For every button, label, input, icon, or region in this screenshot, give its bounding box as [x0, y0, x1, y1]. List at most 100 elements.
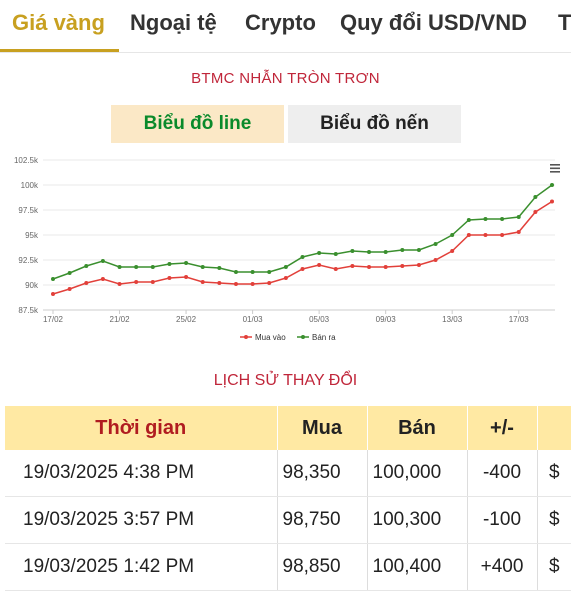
- data-point: [134, 280, 139, 284]
- x-tick-label: 01/03: [243, 315, 264, 324]
- data-point: [516, 230, 521, 234]
- candlestick-chart-button[interactable]: Biểu đồ nến: [288, 105, 461, 143]
- x-tick-label: 17/03: [509, 315, 530, 324]
- data-point: [400, 248, 405, 252]
- cell-buy: 98,750: [277, 496, 368, 544]
- cell-currency: $: [537, 496, 571, 544]
- y-tick-label: 90k: [25, 281, 39, 290]
- chart-legend: Mua vào Bán ra: [240, 333, 336, 342]
- data-point: [350, 264, 355, 268]
- history-table: Thời gian Mua Bán +/- 19/03/2025 4:38 PM…: [5, 406, 571, 591]
- data-point: [150, 280, 155, 284]
- x-tick-label: 09/03: [376, 315, 397, 324]
- cell-time: 19/03/2025 4:38 PM: [5, 450, 278, 497]
- data-point: [200, 280, 205, 284]
- data-point: [300, 255, 305, 259]
- y-tick-label: 87.5k: [18, 306, 39, 315]
- data-point: [184, 275, 189, 279]
- data-point: [167, 262, 172, 266]
- data-point: [483, 217, 488, 221]
- legend-label[interactable]: Mua vào: [255, 333, 286, 342]
- tab-crypto[interactable]: Crypto: [245, 10, 316, 35]
- table-header-row: Thời gian Mua Bán +/-: [5, 406, 571, 450]
- history-title: LỊCH SỬ THAY ĐỔI: [213, 372, 358, 389]
- x-tick-label: 13/03: [442, 315, 463, 324]
- data-point: [383, 265, 388, 269]
- data-point: [51, 292, 55, 296]
- tab-bar: Giá vàng Ngoại tệ Crypto Quy đổi USD/VND…: [0, 0, 571, 53]
- tab-gia-vang[interactable]: Giá vàng: [12, 10, 105, 35]
- data-point: [416, 263, 421, 267]
- data-point: [400, 264, 405, 268]
- price-line-chart: 87.5k 90k 92.5k 95k 97.5k 100k 102.5k 17/02 21/…: [14, 156, 560, 342]
- x-tick-label: 21/02: [110, 315, 131, 324]
- data-point: [283, 276, 288, 280]
- data-point: [533, 210, 538, 214]
- series-line-mua-vao: [52, 200, 553, 295]
- data-point: [250, 270, 255, 274]
- data-point: [550, 183, 554, 187]
- table-row: 19/03/2025 4:38 PM 98,350 100,000 -400 $: [5, 450, 571, 497]
- y-tick-label: 95k: [25, 231, 39, 240]
- cell-currency: $: [537, 543, 571, 591]
- legend-marker: [301, 335, 305, 339]
- legend-marker: [244, 335, 248, 339]
- data-point: [250, 282, 255, 286]
- data-point: [117, 282, 122, 286]
- data-point: [233, 270, 238, 274]
- data-point: [100, 277, 105, 281]
- data-point: [533, 195, 538, 199]
- cell-change: +400: [467, 543, 538, 591]
- data-point: [117, 265, 122, 269]
- table-row: 19/03/2025 1:42 PM 98,850 100,400 +400 $: [5, 543, 571, 591]
- data-point: [333, 267, 338, 271]
- data-point: [51, 277, 55, 281]
- data-point: [466, 233, 471, 237]
- tab-more[interactable]: T: [558, 10, 571, 35]
- data-point: [383, 250, 388, 254]
- legend-label[interactable]: Bán ra: [312, 333, 336, 342]
- data-point: [433, 258, 438, 262]
- data-point: [267, 281, 272, 285]
- data-point: [67, 287, 72, 291]
- cell-time: 19/03/2025 3:57 PM: [5, 496, 278, 544]
- data-point: [500, 233, 505, 237]
- cell-currency: $: [537, 450, 571, 497]
- cell-buy: 98,350: [277, 450, 368, 497]
- data-point: [500, 217, 505, 221]
- cell-buy: 98,850: [277, 543, 368, 591]
- data-point: [466, 218, 471, 222]
- data-point: [134, 265, 139, 269]
- y-tick-label: 102.5k: [14, 156, 39, 165]
- data-point: [516, 215, 521, 219]
- header-change: +/-: [467, 406, 538, 450]
- data-point: [184, 261, 189, 265]
- data-point: [317, 263, 322, 267]
- tab-quy-doi[interactable]: Quy đổi USD/VND: [340, 10, 528, 35]
- y-tick-label: 97.5k: [18, 206, 39, 215]
- cell-time: 19/03/2025 1:42 PM: [5, 543, 278, 591]
- data-point: [433, 242, 438, 246]
- tab-ngoai-te[interactable]: Ngoại tệ: [130, 10, 217, 35]
- data-point: [367, 250, 372, 254]
- header-sell: Bán: [367, 406, 468, 450]
- data-point: [217, 281, 222, 285]
- data-point: [267, 270, 272, 274]
- chart-series: [51, 183, 554, 296]
- series-line-ban-ra: [52, 184, 553, 280]
- data-point: [67, 271, 72, 275]
- cell-sell: 100,000: [367, 450, 468, 497]
- line-chart-button[interactable]: Biểu đồ line: [111, 105, 284, 143]
- data-point: [217, 266, 222, 270]
- header-currency: [537, 406, 571, 450]
- data-point: [483, 233, 488, 237]
- data-point: [416, 248, 421, 252]
- data-point: [283, 265, 288, 269]
- table-row: 19/03/2025 3:57 PM 98,750 100,300 -100 $: [5, 496, 571, 544]
- x-tick-label: 17/02: [43, 315, 64, 324]
- y-axis: 87.5k 90k 92.5k 95k 97.5k 100k 102.5k: [14, 156, 39, 315]
- hamburger-menu-icon[interactable]: [550, 164, 560, 173]
- data-point: [233, 282, 238, 286]
- data-point: [317, 251, 322, 255]
- y-tick-label: 92.5k: [18, 256, 39, 265]
